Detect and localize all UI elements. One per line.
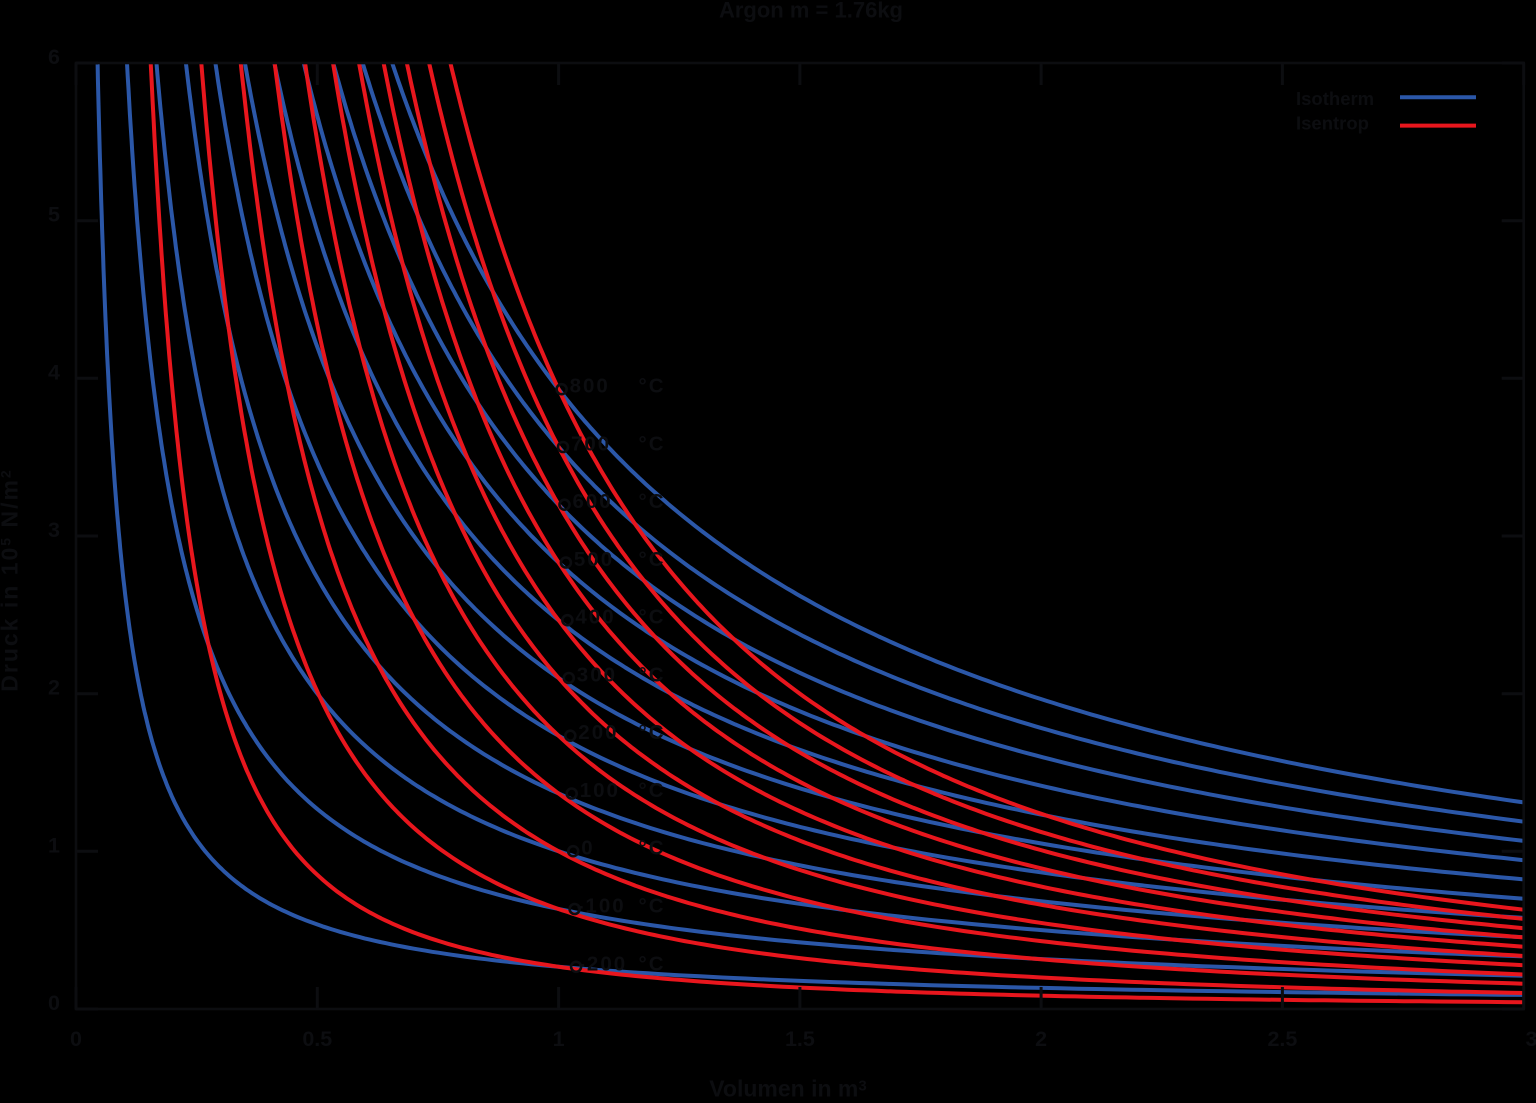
- svg-text:°C: °C: [639, 548, 666, 571]
- svg-text:0: 0: [70, 1027, 82, 1051]
- svg-text:1: 1: [553, 1027, 565, 1051]
- svg-text:800: 800: [570, 375, 610, 398]
- svg-text:4: 4: [48, 360, 60, 384]
- svg-text:300: 300: [577, 664, 617, 687]
- svg-text:1: 1: [48, 833, 60, 857]
- svg-text:°C: °C: [639, 837, 666, 860]
- svg-text:Volumen in m3: Volumen in m3: [709, 1076, 866, 1099]
- svg-text:°C: °C: [639, 433, 666, 456]
- svg-text:0.5: 0.5: [302, 1027, 332, 1051]
- svg-text:°C: °C: [639, 895, 666, 918]
- svg-text:700: 700: [571, 433, 611, 456]
- svg-text:-200: -200: [578, 952, 627, 975]
- svg-text:°C: °C: [639, 952, 666, 975]
- svg-text:5: 5: [48, 203, 60, 227]
- svg-text:°C: °C: [639, 721, 666, 744]
- svg-text:200: 200: [578, 721, 618, 744]
- svg-text:°C: °C: [639, 490, 666, 513]
- svg-text:Argon m = 1.76kg: Argon m = 1.76kg: [719, 0, 903, 23]
- svg-text:Druck in 105 N/m2: Druck in 105 N/m2: [0, 468, 23, 691]
- svg-text:500: 500: [574, 548, 614, 571]
- svg-text:3: 3: [48, 518, 60, 542]
- svg-text:°C: °C: [639, 606, 666, 629]
- svg-text:2: 2: [1035, 1027, 1047, 1051]
- svg-text:600: 600: [573, 490, 613, 513]
- svg-text:2.5: 2.5: [1267, 1027, 1297, 1051]
- svg-text:2: 2: [48, 676, 60, 700]
- svg-text:°C: °C: [639, 664, 666, 687]
- svg-text:°C: °C: [639, 779, 666, 802]
- svg-text:6: 6: [48, 45, 60, 69]
- svg-text:Isentrop: Isentrop: [1296, 113, 1369, 134]
- svg-text:3: 3: [1526, 1027, 1536, 1051]
- svg-text:Isotherm: Isotherm: [1296, 88, 1374, 109]
- svg-text:1.5: 1.5: [785, 1027, 815, 1051]
- svg-text:°C: °C: [639, 375, 666, 398]
- svg-text:-100: -100: [577, 895, 626, 918]
- svg-text:0: 0: [48, 991, 60, 1015]
- svg-text:400: 400: [575, 606, 615, 629]
- svg-text:0: 0: [581, 837, 594, 860]
- svg-text:100: 100: [580, 779, 620, 802]
